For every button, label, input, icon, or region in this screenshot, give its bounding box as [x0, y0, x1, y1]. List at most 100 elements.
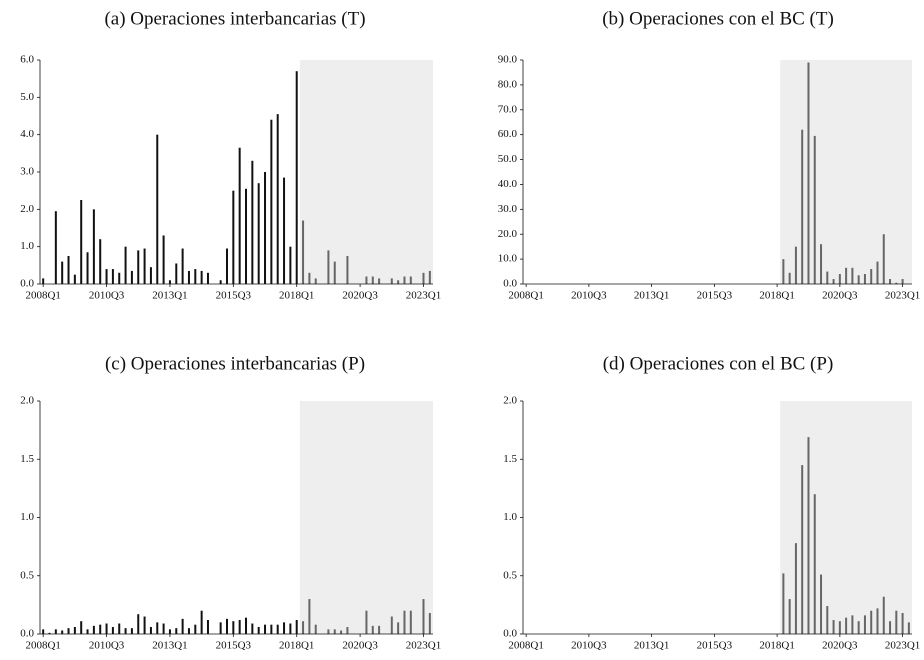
y-tick-label: 30.0 — [498, 203, 518, 215]
bar — [409, 610, 412, 634]
bar — [371, 276, 374, 284]
bar — [61, 630, 64, 634]
bar — [181, 248, 184, 284]
bar — [162, 623, 165, 634]
bar — [863, 274, 866, 284]
bar — [390, 278, 393, 284]
y-tick-label: 3.0 — [20, 166, 34, 178]
bar — [346, 256, 349, 284]
bar — [302, 621, 305, 634]
x-tick-label: 2015Q3 — [697, 290, 733, 302]
bar — [782, 573, 785, 634]
x-tick-label: 2018Q1 — [759, 640, 794, 652]
bar — [845, 617, 848, 634]
shaded-region — [780, 60, 912, 284]
y-tick-label: 10.0 — [498, 253, 518, 265]
bar — [118, 272, 121, 284]
bar — [143, 248, 146, 284]
bar — [378, 278, 381, 284]
bar — [232, 190, 235, 284]
bar — [857, 621, 860, 634]
x-tick-label: 2018Q1 — [279, 640, 314, 652]
bar — [314, 624, 317, 634]
bar — [80, 200, 83, 284]
y-tick-label: 0.0 — [20, 628, 34, 640]
bar — [61, 261, 64, 284]
x-tick-label: 2020Q3 — [822, 640, 858, 652]
bar — [137, 614, 140, 634]
x-tick-label: 2020Q3 — [342, 290, 378, 302]
shaded-region — [299, 60, 433, 284]
bar — [137, 250, 140, 284]
bar — [149, 627, 152, 634]
bar — [225, 618, 228, 634]
bar — [870, 610, 873, 634]
bar — [794, 246, 797, 284]
bar — [257, 627, 260, 634]
bar — [813, 135, 816, 284]
bar — [175, 263, 178, 284]
bar — [327, 629, 330, 634]
bar — [895, 610, 898, 634]
bar — [889, 621, 892, 634]
y-tick-label: 0.5 — [503, 569, 517, 581]
y-tick-label: 2.0 — [503, 395, 517, 407]
bar — [333, 629, 336, 634]
bar — [813, 494, 816, 634]
x-tick-label: 2015Q3 — [216, 290, 252, 302]
bar — [251, 623, 254, 634]
bar — [807, 437, 810, 634]
y-tick-label: 1.0 — [20, 240, 34, 252]
x-tick-label: 2010Q3 — [571, 290, 607, 302]
bar — [187, 270, 190, 284]
bar — [302, 220, 305, 284]
bar — [403, 610, 406, 634]
bar — [895, 282, 898, 284]
bar — [807, 62, 810, 284]
x-tick-label: 2008Q1 — [508, 290, 543, 302]
bar — [876, 608, 879, 634]
bar — [838, 621, 841, 634]
bar — [308, 599, 311, 634]
bar — [111, 269, 114, 284]
bar — [403, 276, 406, 284]
y-tick-label: 0.0 — [503, 628, 517, 640]
chart-title: (a) Operaciones interbancarias (T) — [104, 8, 365, 29]
bar — [801, 465, 804, 634]
bar — [86, 252, 89, 284]
x-tick-label: 2023Q1 — [406, 290, 441, 302]
bar — [238, 620, 241, 634]
bar — [257, 183, 260, 284]
bar — [333, 261, 336, 284]
bar — [251, 160, 254, 284]
bar — [820, 244, 823, 284]
bar — [130, 628, 133, 634]
bar — [99, 239, 102, 284]
chart-title: (d) Operaciones con el BC (P) — [603, 353, 834, 374]
bar — [219, 280, 222, 284]
bar — [863, 615, 866, 634]
x-tick-label: 2023Q1 — [885, 290, 920, 302]
shaded-region — [299, 401, 433, 634]
bar — [826, 271, 829, 284]
bar — [901, 279, 904, 284]
bar — [390, 616, 393, 634]
bar — [143, 616, 146, 634]
bar — [346, 627, 349, 634]
bar — [397, 622, 400, 634]
bar — [409, 276, 412, 284]
bar — [276, 624, 279, 634]
x-tick-label: 2010Q3 — [89, 640, 125, 652]
bar — [371, 625, 374, 634]
chart-title: (c) Operaciones interbancarias (P) — [105, 353, 365, 374]
y-tick-label: 50.0 — [498, 153, 518, 165]
x-tick-label: 2015Q3 — [216, 640, 252, 652]
bar — [428, 270, 431, 284]
y-tick-label: 0.0 — [20, 278, 34, 290]
bar — [149, 267, 152, 284]
bar — [851, 267, 854, 284]
x-tick-label: 2008Q1 — [508, 640, 543, 652]
bar — [206, 272, 209, 284]
x-tick-label: 2010Q3 — [571, 640, 607, 652]
